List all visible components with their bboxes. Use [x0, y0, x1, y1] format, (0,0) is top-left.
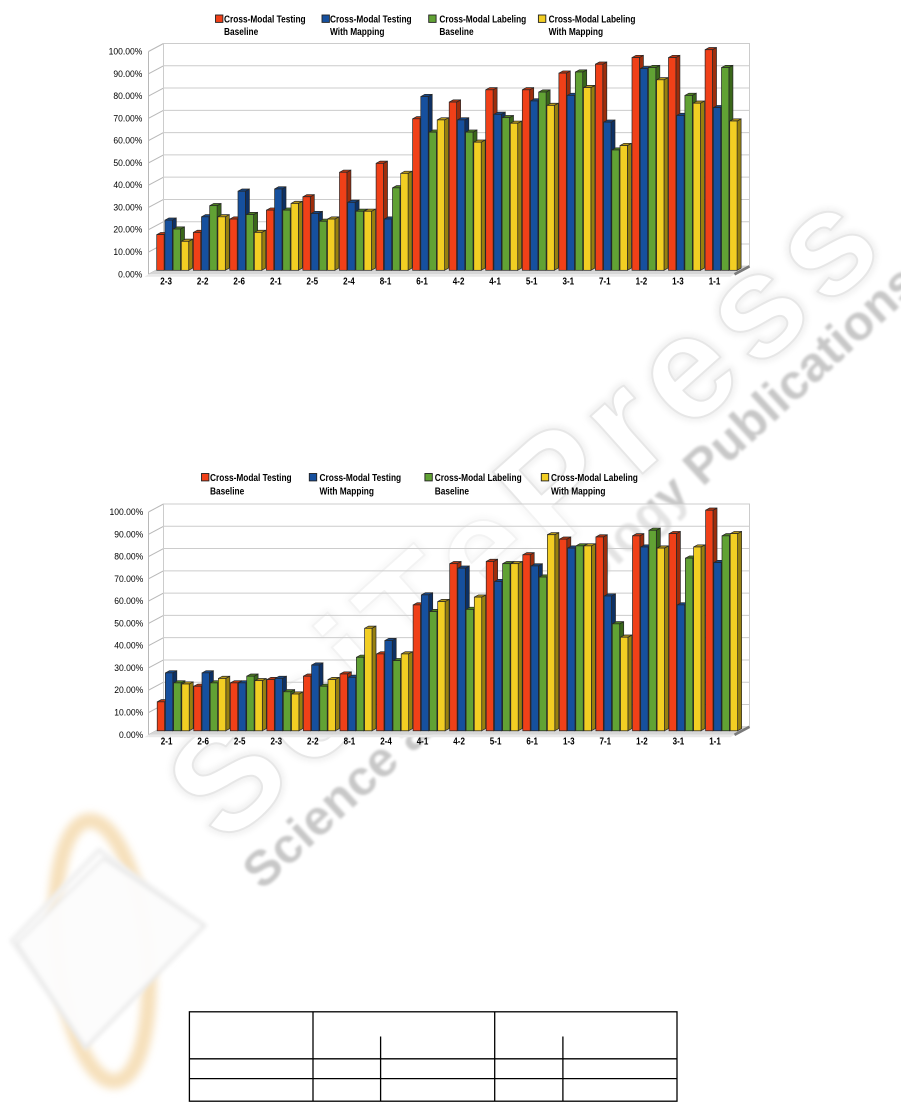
svg-text:With Mapping: With Mapping: [551, 486, 605, 497]
svg-text:2-4: 2-4: [343, 276, 355, 287]
svg-text:0.00%: 0.00%: [119, 729, 143, 740]
svg-text:2-5: 2-5: [234, 736, 246, 747]
svg-text:2-2: 2-2: [197, 276, 209, 287]
svg-text:40.00%: 40.00%: [114, 640, 143, 651]
svg-text:1-3: 1-3: [563, 736, 575, 747]
svg-text:1-2: 1-2: [636, 736, 648, 747]
svg-text:60.00%: 60.00%: [113, 135, 142, 146]
svg-text:1-1: 1-1: [709, 736, 721, 747]
svg-text:2-4: 2-4: [380, 736, 392, 747]
svg-text:50.00%: 50.00%: [114, 618, 143, 629]
svg-text:Cross-Modal Labeling: Cross-Modal Labeling: [549, 14, 636, 25]
svg-text:4-1: 4-1: [417, 736, 429, 747]
svg-text:With Mapping: With Mapping: [549, 27, 603, 38]
svg-text:4-2: 4-2: [453, 276, 465, 287]
svg-text:2-1: 2-1: [270, 276, 282, 287]
svg-text:50.00%: 50.00%: [113, 157, 142, 168]
svg-text:30.00%: 30.00%: [113, 202, 142, 213]
svg-text:5-1: 5-1: [526, 276, 538, 287]
svg-text:With Mapping: With Mapping: [330, 27, 384, 38]
svg-text:3-1: 3-1: [562, 276, 574, 287]
svg-text:1-2: 1-2: [636, 276, 648, 287]
svg-text:Baseline: Baseline: [439, 27, 473, 38]
svg-text:Cross-Modal Labeling: Cross-Modal Labeling: [435, 472, 522, 483]
svg-text:7-1: 7-1: [599, 276, 611, 287]
svg-text:Baseline: Baseline: [435, 486, 469, 497]
svg-text:1-1: 1-1: [709, 276, 721, 287]
svg-text:2-3: 2-3: [270, 736, 282, 747]
svg-text:7-1: 7-1: [599, 736, 611, 747]
svg-text:Cross-Modal Testing: Cross-Modal Testing: [330, 14, 412, 25]
svg-text:30.00%: 30.00%: [114, 663, 143, 674]
svg-text:8-1: 8-1: [344, 736, 356, 747]
svg-text:2-6: 2-6: [197, 736, 209, 747]
svg-text:Cross-Modal Testing: Cross-Modal Testing: [320, 472, 402, 483]
svg-text:Cross-Modal Labeling: Cross-Modal Labeling: [439, 14, 526, 25]
svg-text:100.00%: 100.00%: [110, 507, 144, 518]
svg-text:Baseline: Baseline: [210, 486, 244, 497]
svg-text:6-1: 6-1: [416, 276, 428, 287]
svg-text:90.00%: 90.00%: [113, 68, 142, 79]
svg-text:Cross-Modal Labeling: Cross-Modal Labeling: [551, 472, 638, 483]
svg-text:70.00%: 70.00%: [114, 573, 143, 584]
svg-text:2-3: 2-3: [160, 276, 172, 287]
svg-text:8-1: 8-1: [380, 276, 392, 287]
svg-text:20.00%: 20.00%: [114, 685, 143, 696]
svg-text:1-3: 1-3: [672, 276, 684, 287]
svg-text:With Mapping: With Mapping: [320, 486, 374, 497]
svg-text:70.00%: 70.00%: [113, 113, 142, 124]
svg-text:20.00%: 20.00%: [113, 224, 142, 235]
svg-text:10.00%: 10.00%: [114, 707, 143, 718]
svg-text:10.00%: 10.00%: [113, 247, 142, 258]
svg-text:2-6: 2-6: [233, 276, 245, 287]
svg-text:Cross-Modal Testing: Cross-Modal Testing: [210, 472, 292, 483]
svg-text:5-1: 5-1: [490, 736, 502, 747]
svg-text:3-1: 3-1: [673, 736, 685, 747]
svg-text:4-2: 4-2: [453, 736, 465, 747]
svg-text:2-2: 2-2: [307, 736, 319, 747]
svg-text:90.00%: 90.00%: [114, 529, 143, 540]
svg-text:100.00%: 100.00%: [109, 46, 143, 57]
svg-text:40.00%: 40.00%: [113, 180, 142, 191]
svg-text:2-1: 2-1: [161, 736, 173, 747]
svg-text:80.00%: 80.00%: [113, 91, 142, 102]
svg-text:2-5: 2-5: [306, 276, 318, 287]
svg-text:Cross-Modal Testing: Cross-Modal Testing: [224, 14, 306, 25]
svg-text:0.00%: 0.00%: [118, 269, 142, 280]
svg-text:6-1: 6-1: [526, 736, 538, 747]
svg-text:4-1: 4-1: [489, 276, 501, 287]
svg-text:80.00%: 80.00%: [114, 551, 143, 562]
svg-text:60.00%: 60.00%: [114, 596, 143, 607]
svg-text:Baseline: Baseline: [224, 27, 258, 38]
